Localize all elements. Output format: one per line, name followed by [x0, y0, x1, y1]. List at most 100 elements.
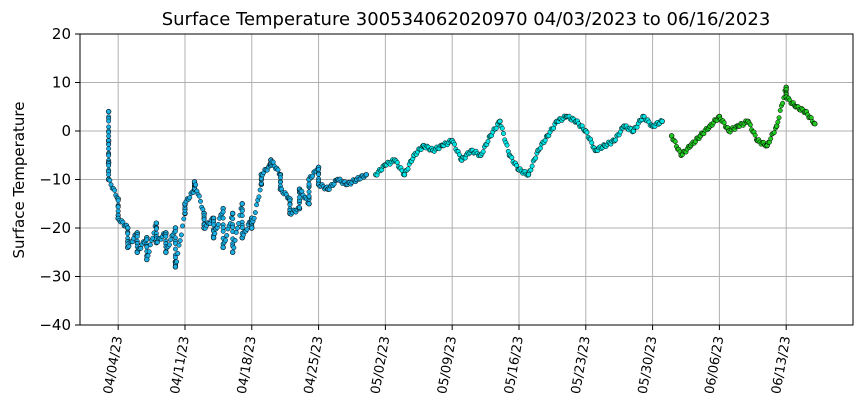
- y-tick-label: 0: [61, 122, 71, 140]
- data-point-interp: [752, 132, 758, 138]
- data-point-interp: [145, 253, 151, 259]
- data-point-interp: [220, 215, 226, 221]
- data-point-interp: [456, 152, 462, 158]
- x-tick-label: 06/06/23: [702, 335, 727, 395]
- data-point-interp: [146, 249, 152, 255]
- data-point-interp: [125, 231, 131, 237]
- data-point: [172, 264, 179, 270]
- data-point-interp: [747, 122, 753, 128]
- data-point-interp: [776, 115, 782, 121]
- data-point-interp: [211, 222, 217, 228]
- data-point: [229, 249, 236, 255]
- data-point-interp: [106, 124, 112, 130]
- data-point-interp: [257, 187, 263, 193]
- data-point-interp: [306, 193, 312, 199]
- data-point-interp: [174, 259, 180, 265]
- data-point-interp: [176, 242, 182, 248]
- data-point-interp: [115, 198, 121, 204]
- data-point: [249, 225, 255, 231]
- data-point-interp: [153, 226, 159, 232]
- data-point-interp: [201, 217, 207, 222]
- data-point-interp: [771, 130, 777, 136]
- data-point-interp: [172, 246, 178, 252]
- data-point-interp: [509, 155, 515, 161]
- data-point-interp: [177, 238, 183, 244]
- data-point-interp: [306, 181, 312, 187]
- data-point-interp: [223, 237, 228, 243]
- x-tick-label: 05/30/23: [636, 335, 661, 395]
- y-tick-label: −40: [39, 316, 71, 334]
- data-point-interp: [256, 194, 262, 200]
- data-point-interp: [485, 138, 491, 144]
- data-point-interp: [721, 120, 727, 126]
- data-point: [220, 244, 226, 251]
- data-point: [659, 118, 665, 125]
- data-point: [239, 201, 245, 207]
- data-point-interp: [172, 228, 178, 234]
- x-tick-label: 04/04/23: [101, 335, 126, 395]
- data-point-interp: [394, 160, 400, 166]
- data-point-interp: [613, 137, 619, 143]
- data-point: [105, 108, 112, 115]
- data-point-interp: [230, 224, 236, 230]
- chart-title: Surface Temperature 300534062020970 04/0…: [162, 9, 771, 30]
- data-point-interp: [175, 250, 181, 256]
- x-tick-label: 04/11/23: [168, 335, 193, 395]
- data-point-interp: [180, 223, 186, 229]
- data-point-interp: [287, 202, 293, 208]
- y-axis-label: Surface Temperature: [10, 102, 28, 259]
- data-point-interp: [584, 129, 590, 135]
- data-point-interp: [504, 142, 510, 148]
- data-point-interp: [112, 187, 118, 193]
- data-point: [306, 201, 312, 207]
- data-point-interp: [672, 139, 678, 145]
- data-point-interp: [316, 171, 322, 177]
- data-point-interp: [452, 141, 458, 147]
- data-point-interp: [775, 119, 781, 125]
- data-point-interp: [198, 198, 203, 204]
- data-point-interp: [215, 221, 221, 227]
- data-point: [363, 171, 369, 178]
- data-point-interp: [220, 209, 226, 215]
- data-point-interp: [220, 228, 226, 234]
- data-point: [163, 249, 169, 255]
- data-point-interp: [224, 233, 230, 238]
- data-point-interp: [589, 140, 595, 146]
- grid-lines: [80, 33, 853, 326]
- data-point-interp: [163, 233, 169, 239]
- data-point-interp: [167, 242, 172, 248]
- data-point-interp: [239, 208, 245, 214]
- data-point-interp: [230, 216, 236, 222]
- data-point-interp: [533, 155, 539, 161]
- data-point-interp: [172, 254, 178, 260]
- data-point-interp: [138, 245, 144, 251]
- x-tick-label: 05/16/23: [502, 335, 527, 395]
- data-point-interp: [187, 195, 193, 201]
- data-point-interp: [181, 216, 187, 222]
- data-point-interp: [239, 225, 245, 231]
- data-point-interp: [499, 125, 505, 131]
- y-axis-ticks: −40 −30 −20 −10 0 10 20: [39, 25, 80, 334]
- y-tick-label: −20: [39, 219, 71, 237]
- data-point-interp: [212, 231, 218, 237]
- data-point-interp: [405, 166, 411, 172]
- data-point-interp: [780, 100, 786, 106]
- data-point-interp: [768, 136, 774, 142]
- data-point-interp: [106, 153, 112, 158]
- y-tick-label: 10: [52, 74, 71, 92]
- data-point-interp: [480, 149, 486, 155]
- data-point-interp: [106, 146, 112, 152]
- data-point-interp: [115, 204, 121, 210]
- data-point-interp: [232, 237, 238, 243]
- y-tick-label: −10: [39, 171, 71, 189]
- data-point-interp: [251, 215, 257, 221]
- data-point-interp: [178, 232, 184, 238]
- data-point-interp: [252, 210, 258, 215]
- data-point-interp: [107, 177, 113, 183]
- data-point-interp: [106, 142, 112, 148]
- data-point-interp: [196, 193, 202, 199]
- data-point: [229, 210, 236, 217]
- data-point: [812, 121, 818, 127]
- data-point-interp: [168, 237, 174, 243]
